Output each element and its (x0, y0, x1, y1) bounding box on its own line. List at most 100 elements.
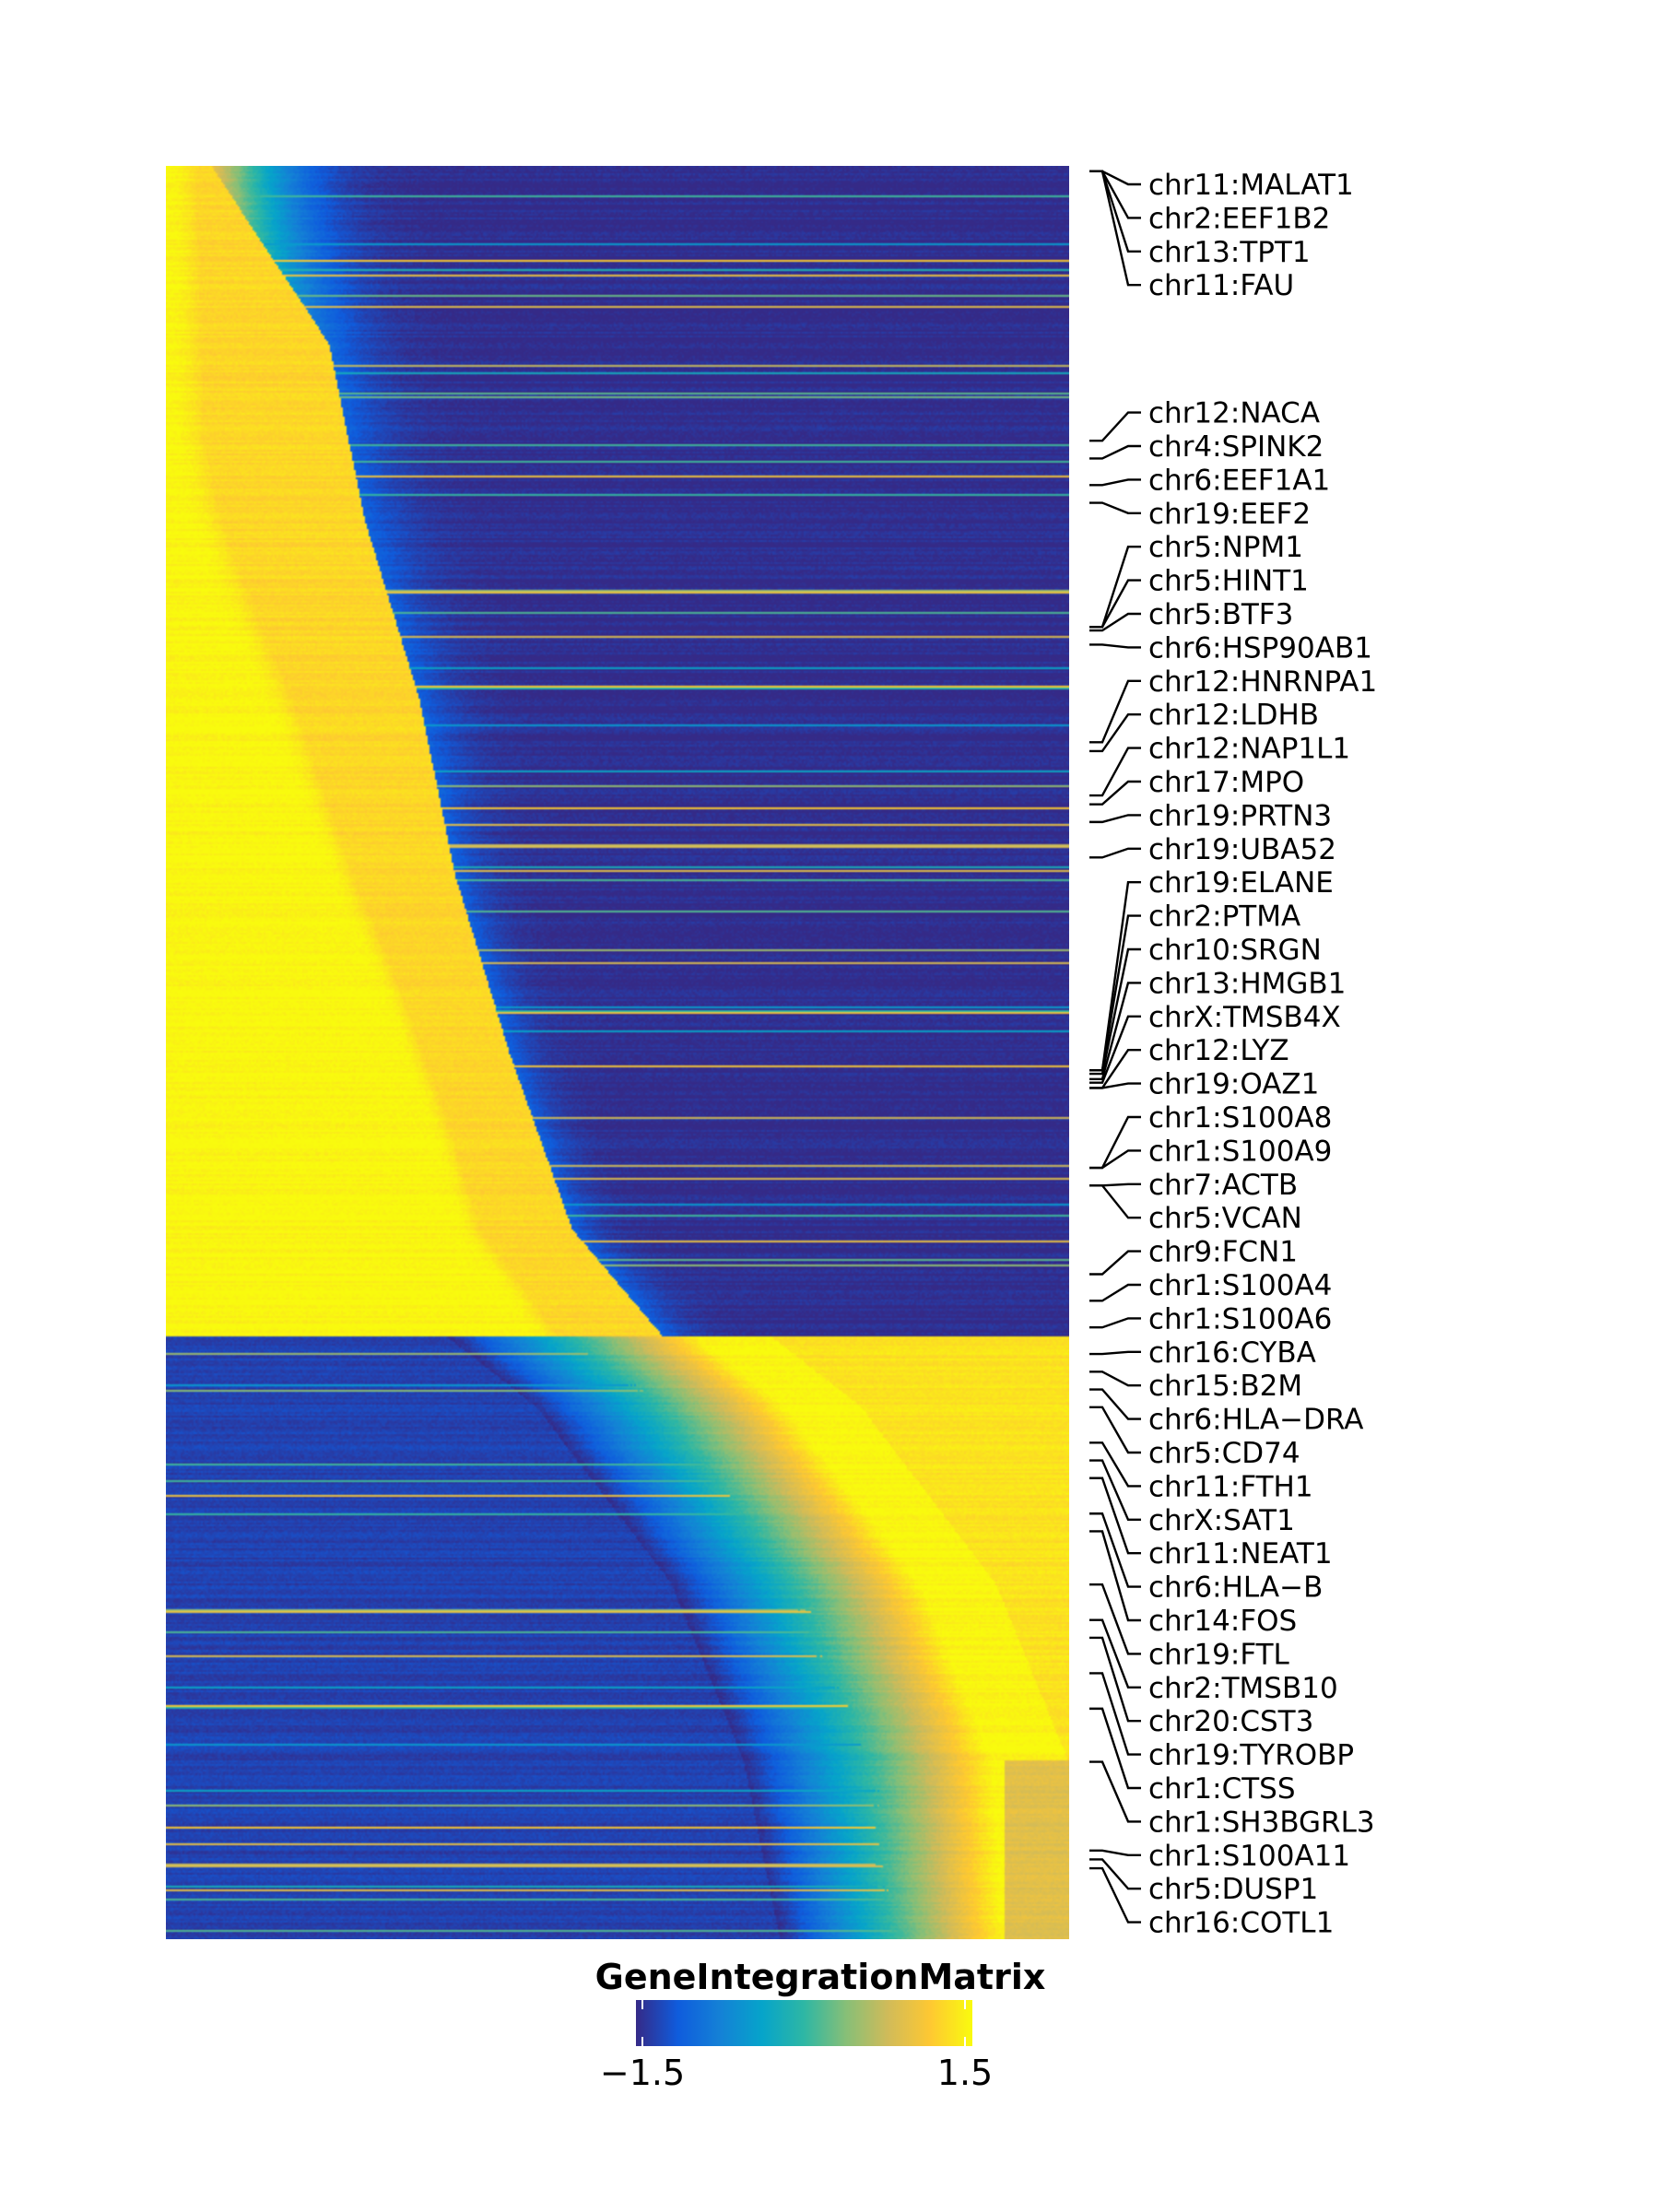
label-connector (1089, 847, 1141, 859)
gene-label: chr1:SH3BGRL3 (1148, 1806, 1375, 1839)
gene-label: chr12:LDHB (1148, 699, 1319, 732)
label-connector (1089, 1406, 1141, 1454)
gene-label: chr5:DUSP1 (1148, 1873, 1318, 1906)
label-connector (1089, 814, 1141, 824)
label-connector (1089, 579, 1141, 629)
label-connector (1089, 1866, 1141, 1924)
gene-label: chr6:HLA−DRA (1148, 1404, 1363, 1437)
label-connector (1089, 501, 1141, 514)
label-connector (1089, 947, 1141, 1076)
label-connector (1089, 1184, 1141, 1219)
label-connector (1089, 1849, 1141, 1856)
label-connector (1089, 1350, 1141, 1356)
gene-label: chr11:MALAT1 (1148, 169, 1354, 202)
gene-label: chr14:FOS (1148, 1605, 1297, 1638)
gene-label: chr5:NPM1 (1148, 531, 1303, 564)
label-connector (1089, 1618, 1141, 1688)
gene-label: chr12:HNRNPA1 (1148, 665, 1377, 699)
label-connector (1089, 1858, 1141, 1890)
label-connector (1089, 982, 1141, 1081)
gene-label: chr19:FTL (1148, 1638, 1290, 1671)
gene-label: chr6:HLA−B (1148, 1571, 1323, 1605)
gene-label: chr4:SPINK2 (1148, 430, 1324, 464)
gene-label: chr1:S100A9 (1148, 1135, 1332, 1168)
legend-colorbar (636, 2000, 972, 2046)
legend-max-label: 1.5 (937, 2053, 993, 2093)
label-connector (1089, 170, 1141, 287)
gene-label: chr12:NAP1L1 (1148, 733, 1350, 766)
gene-label: chr6:HSP90AB1 (1148, 631, 1372, 665)
gene-label: chr19:EEF2 (1148, 498, 1311, 531)
gene-label: chr13:TPT1 (1148, 236, 1311, 269)
label-connector (1089, 1441, 1141, 1488)
label-connector (1089, 747, 1141, 797)
label-connector (1089, 612, 1141, 632)
gene-label: chr10:SRGN (1148, 934, 1322, 967)
label-connector (1089, 1512, 1141, 1588)
gene-label: chr19:TYROBP (1148, 1739, 1354, 1772)
gene-label: chr5:BTF3 (1148, 598, 1293, 631)
gene-label: chr1:CTSS (1148, 1772, 1296, 1806)
gene-label: chr16:COTL1 (1148, 1907, 1334, 1940)
gene-label: chr5:VCAN (1148, 1202, 1302, 1235)
label-connector (1089, 1082, 1141, 1089)
color-legend: GeneIntegrationMatrix −1.5 1.5 (595, 1957, 1046, 2093)
heatmap (166, 166, 1069, 1939)
gene-label: chrX:TMSB4X (1148, 1001, 1341, 1034)
label-connector (1089, 1182, 1141, 1187)
label-connector (1089, 1049, 1141, 1089)
label-connector (1089, 914, 1141, 1072)
label-connector (1089, 1459, 1141, 1521)
label-connector (1089, 679, 1141, 744)
label-connector (1089, 546, 1141, 629)
label-connector (1089, 1477, 1141, 1555)
gene-label: chr1:S100A4 (1148, 1269, 1332, 1302)
label-connector (1089, 713, 1141, 753)
label-connector (1089, 411, 1141, 442)
gene-label: chr7:ACTB (1148, 1169, 1298, 1202)
label-connector (1089, 1283, 1141, 1302)
label-connector (1089, 170, 1141, 219)
label-connector (1089, 1530, 1141, 1622)
label-connector (1089, 1672, 1141, 1756)
gene-label: chr19:ELANE (1148, 866, 1334, 900)
gene-label: chrX:SAT1 (1148, 1504, 1295, 1537)
label-connector (1089, 1707, 1141, 1790)
gene-label: chr19:OAZ1 (1148, 1068, 1319, 1101)
label-connector (1089, 1149, 1141, 1170)
legend-title: GeneIntegrationMatrix (595, 1957, 1046, 1997)
gene-label: chr17:MPO (1148, 766, 1304, 799)
gene-label: chr20:CST3 (1148, 1705, 1313, 1738)
label-connector (1089, 643, 1141, 649)
gene-label: chr16:CYBA (1148, 1336, 1316, 1370)
gene-label: chr12:NACA (1148, 397, 1320, 430)
gene-label: chr11:FAU (1148, 269, 1294, 302)
gene-label: chr1:S100A6 (1148, 1302, 1332, 1335)
gene-label: chr1:S100A8 (1148, 1101, 1332, 1135)
label-connector (1089, 1388, 1141, 1420)
label-connector (1089, 1371, 1141, 1387)
gene-label: chr19:PRTN3 (1148, 799, 1332, 832)
gene-label: chr13:HMGB1 (1148, 967, 1346, 1000)
gene-label: chr6:EEF1A1 (1148, 464, 1330, 497)
label-connector (1089, 1115, 1141, 1170)
gene-labels: chr11:MALAT1chr2:EEF1B2chr13:TPT1chr11:F… (1148, 169, 1377, 1940)
label-connector (1089, 444, 1141, 460)
gene-label: chr12:LYZ (1148, 1034, 1289, 1067)
gene-label: chr15:B2M (1148, 1370, 1302, 1403)
legend-min-label: −1.5 (600, 2053, 685, 2093)
gene-label: chr2:PTMA (1148, 900, 1300, 934)
gene-label: chr2:TMSB10 (1148, 1672, 1338, 1705)
label-connector (1089, 1317, 1141, 1329)
label-connector (1089, 1015, 1141, 1084)
label-connector (1089, 170, 1141, 186)
label-connector (1089, 170, 1141, 253)
label-connectors (1089, 170, 1141, 1924)
gene-label: chr1:S100A11 (1148, 1840, 1350, 1873)
gene-label: chr11:FTH1 (1148, 1470, 1313, 1503)
label-connector (1089, 1636, 1141, 1723)
label-connector (1089, 1583, 1141, 1655)
gene-label: chr5:HINT1 (1148, 565, 1309, 598)
gene-label: chr5:CD74 (1148, 1437, 1300, 1470)
